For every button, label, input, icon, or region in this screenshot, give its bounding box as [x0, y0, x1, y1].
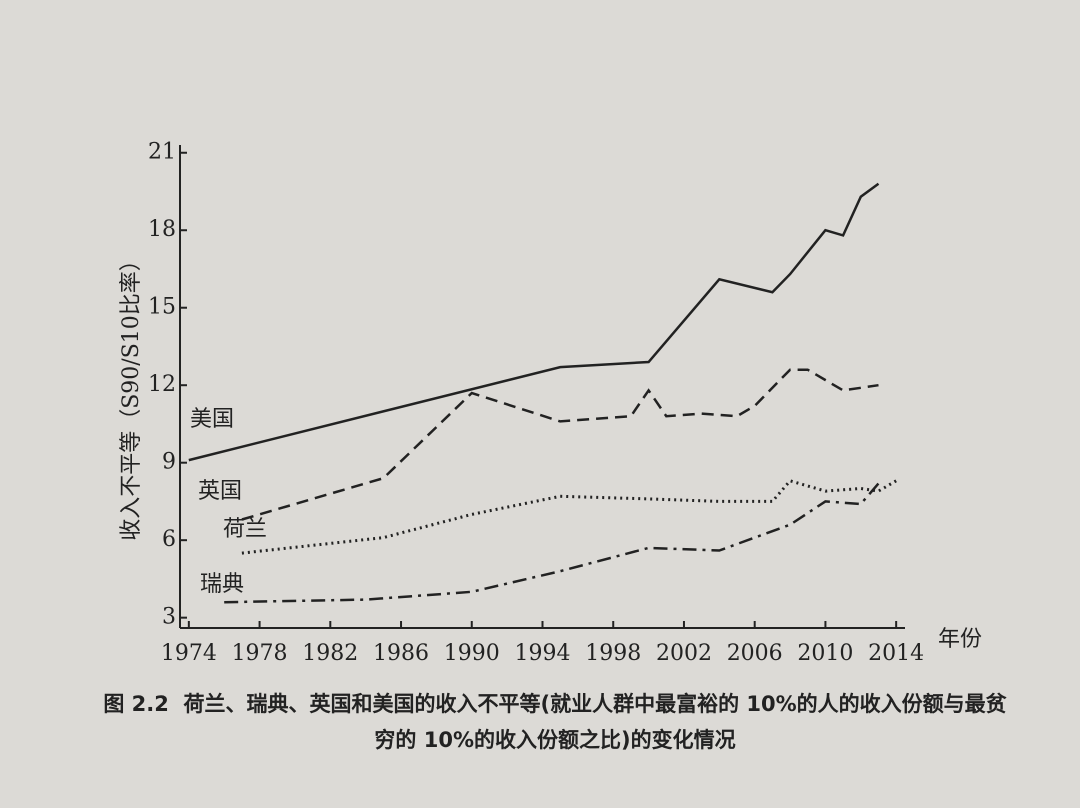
y-tick-label: 12 — [148, 372, 176, 397]
y-tick-label: 15 — [148, 295, 176, 320]
x-tick-label: 2014 — [868, 641, 924, 666]
caption-label: 图 2.2 — [103, 692, 169, 716]
chart: 收入不平等（S90/S10比率） 年份 3 6 9 12 15 18 21 1974 1978 1… — [119, 140, 982, 666]
x-tick-label: 2006 — [727, 641, 783, 666]
y-tick-label: 6 — [162, 527, 176, 552]
x-tick-label: 1994 — [515, 641, 571, 666]
x-tick-label: 1986 — [373, 641, 429, 666]
x-tick-label: 1990 — [444, 641, 500, 666]
x-tick-label: 1978 — [232, 641, 288, 666]
x-axis-label: 年份 — [938, 627, 982, 652]
series-line — [241, 368, 879, 521]
series-label: 英国 — [198, 479, 242, 504]
x-tick-label: 2002 — [656, 641, 712, 666]
y-tick-label: 18 — [148, 217, 176, 242]
x-tick-label: 2010 — [797, 641, 853, 666]
y-tick-label: 21 — [148, 140, 176, 165]
caption: 图 2.2 荷兰、瑞典、英国和美国的收入不平等(就业人群中最富裕的 10%的人的… — [100, 686, 1010, 758]
caption-text: 荷兰、瑞典、英国和美国的收入不平等(就业人群中最富裕的 10%的人的收入份额与最… — [183, 692, 1007, 752]
series-label: 荷兰 — [223, 517, 267, 542]
series-line — [224, 482, 880, 604]
x-tick-label: 1974 — [161, 641, 217, 666]
series-label: 瑞典 — [200, 572, 244, 597]
x-tick-label: 1998 — [585, 641, 641, 666]
y-tick-label: 3 — [162, 605, 176, 630]
y-tick-label: 9 — [162, 450, 176, 475]
y-axis-label: 收入不平等（S90/S10比率） — [119, 249, 144, 541]
series-line — [188, 182, 880, 462]
series-label: 美国 — [190, 407, 234, 432]
x-tick-label: 1982 — [302, 641, 358, 666]
